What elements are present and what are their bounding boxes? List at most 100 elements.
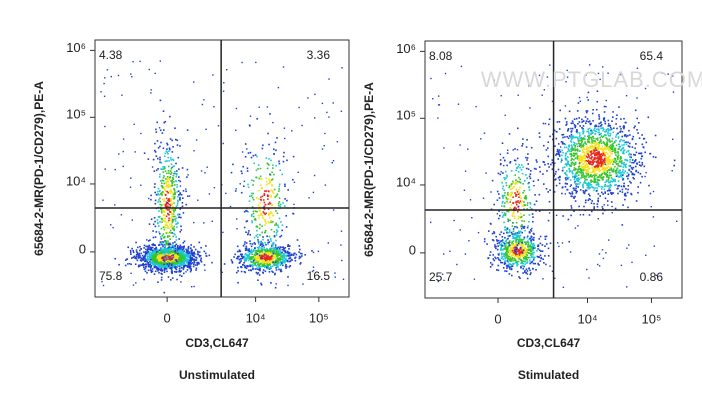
event-dot: [169, 259, 172, 261]
event-dot: [172, 258, 174, 261]
event-dot: [260, 213, 263, 215]
event-dot: [517, 236, 520, 238]
event-dot: [609, 181, 611, 183]
event-dot: [537, 245, 540, 248]
event-dot: [298, 255, 301, 258]
event-dot: [185, 190, 187, 193]
event-dot: [624, 164, 626, 166]
event-dot: [564, 157, 567, 159]
event-dot: [622, 126, 625, 128]
event-dot: [236, 245, 239, 248]
event-dot: [575, 117, 578, 120]
event-dot: [561, 192, 563, 195]
event-dot: [288, 266, 291, 268]
event-dot: [151, 268, 154, 270]
event-dot: [530, 261, 533, 264]
event-dot: [244, 241, 246, 243]
event-dot: [500, 240, 503, 242]
event-dot: [173, 172, 175, 175]
event-dot: [594, 140, 596, 142]
event-dot: [529, 259, 531, 261]
event-dot: [540, 257, 542, 260]
event-dot: [195, 267, 198, 270]
event-dot: [160, 250, 162, 252]
event-dot: [497, 264, 500, 267]
event-dot: [264, 270, 267, 273]
event-dot: [514, 159, 517, 162]
event-dot: [175, 255, 178, 257]
event-dot: [180, 229, 183, 231]
event-dot: [156, 255, 159, 258]
event-dot: [582, 174, 585, 176]
event-dot: [167, 177, 169, 179]
event-dot: [168, 199, 171, 202]
event-dot: [572, 149, 575, 151]
event-dot: [526, 270, 529, 272]
event-dot: [135, 257, 138, 260]
event-dot: [512, 262, 514, 265]
event-dot: [156, 251, 158, 253]
event-dot: [603, 111, 606, 113]
event-dot: [277, 261, 279, 263]
event-dot: [520, 197, 522, 199]
event-dot: [155, 169, 158, 172]
event-dot: [560, 141, 563, 143]
event-dot: [491, 232, 494, 235]
event-dot: [580, 165, 583, 167]
event-dot: [284, 137, 286, 140]
event-dot: [519, 186, 521, 189]
event-dot: [161, 186, 164, 189]
event-dot: [517, 217, 520, 220]
event-dot: [572, 154, 574, 157]
event-dot: [271, 255, 273, 257]
event-dot: [143, 247, 145, 249]
event-dot: [182, 242, 185, 244]
event-dot: [162, 259, 165, 262]
event-dot: [528, 249, 530, 251]
event-dot: [166, 209, 169, 211]
event-dot: [610, 167, 612, 170]
event-dot: [177, 200, 179, 203]
event-dot: [171, 256, 173, 258]
event-dot: [588, 167, 590, 170]
event-dot: [616, 114, 618, 116]
event-dot: [609, 151, 611, 153]
event-dot: [186, 259, 188, 261]
event-dot: [592, 180, 594, 183]
event-dot: [527, 153, 529, 155]
event-dot: [510, 183, 513, 186]
event-dot: [248, 258, 251, 260]
event-dot: [520, 253, 522, 256]
event-dot: [279, 236, 281, 238]
event-dot: [167, 199, 169, 201]
event-dot: [587, 121, 590, 123]
event-dot: [182, 251, 185, 254]
event-dot: [288, 251, 290, 254]
event-dot: [645, 141, 648, 144]
event-dot: [148, 197, 150, 200]
event-dot: [542, 161, 545, 163]
event-dot: [291, 253, 293, 256]
event-dot: [619, 157, 622, 160]
event-dot: [504, 253, 506, 256]
event-dot: [585, 162, 588, 165]
event-dot: [170, 257, 172, 260]
event-dot: [643, 165, 646, 168]
event-dot: [167, 261, 169, 263]
event-dot: [498, 258, 500, 261]
event-dot: [187, 174, 189, 176]
event-dot: [169, 238, 171, 240]
event-dot: [512, 243, 514, 246]
event-dot: [582, 157, 584, 160]
event-dot: [634, 147, 636, 150]
event-dot: [164, 160, 167, 163]
event-dot: [181, 250, 184, 252]
event-dot: [515, 193, 517, 196]
event-dot: [515, 238, 518, 241]
event-dot: [528, 231, 531, 234]
event-dot: [231, 262, 234, 264]
event-dot: [188, 252, 191, 254]
event-dot: [278, 262, 280, 265]
event-dot: [503, 262, 506, 264]
